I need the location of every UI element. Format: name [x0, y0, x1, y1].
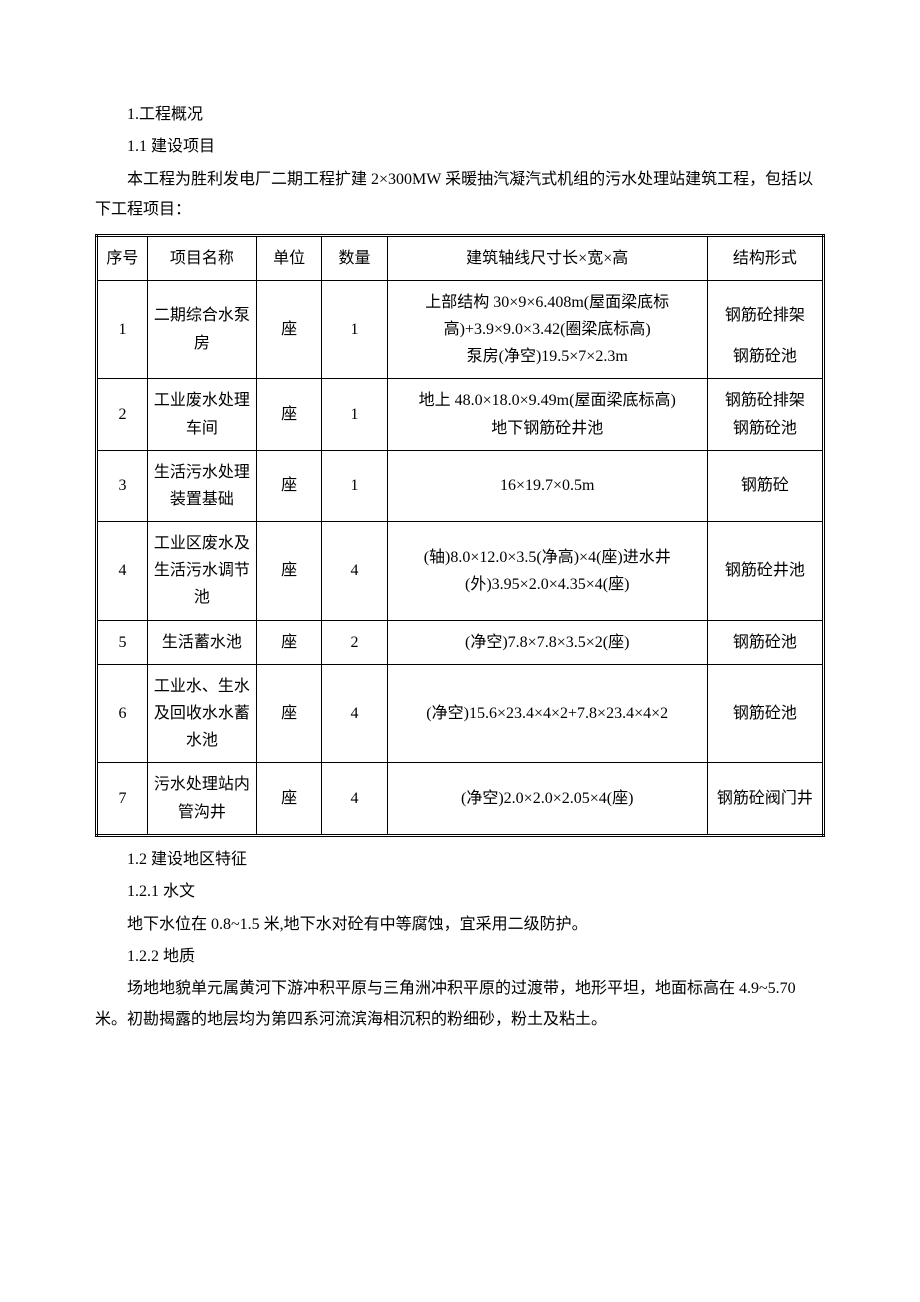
cell-struct-a: 钢筋砼排架	[707, 379, 823, 415]
cell-struct-a: 钢筋砼排架	[707, 280, 823, 343]
paragraph-intro: 本工程为胜利发电厂二期工程扩建 2×300MW 采暖抽汽凝汽式机组的污水处理站建…	[95, 165, 825, 226]
cell-dims-b: 地下钢筋砼井池	[387, 415, 707, 451]
cell-struct: 钢筋砼阀门井	[707, 763, 823, 835]
cell-seq: 5	[97, 620, 148, 664]
heading-1-2-1: 1.2.1 水文	[95, 877, 825, 907]
th-unit: 单位	[256, 235, 321, 280]
table-row: 6 工业水、生水及回收水水蓄水池 座 4 (净空)15.6×23.4×4×2+7…	[97, 664, 824, 763]
cell-qty: 4	[322, 763, 387, 835]
th-qty: 数量	[322, 235, 387, 280]
cell-seq: 3	[97, 450, 148, 521]
cell-seq: 1	[97, 280, 148, 379]
th-dims: 建筑轴线尺寸长×宽×高	[387, 235, 707, 280]
cell-unit: 座	[256, 379, 321, 450]
cell-dims: (净空)2.0×2.0×2.05×4(座)	[387, 763, 707, 835]
cell-seq: 7	[97, 763, 148, 835]
cell-dims-b: 泵房(净空)19.5×7×2.3m	[387, 343, 707, 379]
cell-unit: 座	[256, 522, 321, 621]
cell-dims-a: 地上 48.0×18.0×9.49m(屋面梁底标高)	[387, 379, 707, 415]
cell-qty: 2	[322, 620, 387, 664]
cell-qty: 4	[322, 522, 387, 621]
paragraph-hydro: 地下水位在 0.8~1.5 米,地下水对砼有中等腐蚀，宜采用二级防护。	[95, 910, 825, 940]
heading-1: 1.工程概况	[95, 100, 825, 130]
cell-unit: 座	[256, 763, 321, 835]
cell-qty: 1	[322, 450, 387, 521]
th-struct: 结构形式	[707, 235, 823, 280]
cell-struct: 钢筋砼井池	[707, 522, 823, 621]
cell-name: 工业废水处理车间	[147, 379, 256, 450]
cell-seq: 2	[97, 379, 148, 450]
cell-name: 污水处理站内管沟井	[147, 763, 256, 835]
cell-unit: 座	[256, 450, 321, 521]
cell-dims: (轴)8.0×12.0×3.5(净高)×4(座)进水井 (外)3.95×2.0×…	[387, 522, 707, 621]
cell-dims: (净空)15.6×23.4×4×2+7.8×23.4×4×2	[387, 664, 707, 763]
cell-name: 生活蓄水池	[147, 620, 256, 664]
cell-qty: 1	[322, 379, 387, 450]
cell-struct-b: 钢筋砼池	[707, 343, 823, 379]
cell-struct: 钢筋砼池	[707, 620, 823, 664]
table-row: 4 工业区废水及生活污水调节池 座 4 (轴)8.0×12.0×3.5(净高)×…	[97, 522, 824, 621]
cell-qty: 4	[322, 664, 387, 763]
cell-name: 工业区废水及生活污水调节池	[147, 522, 256, 621]
cell-struct: 钢筋砼池	[707, 664, 823, 763]
cell-name: 工业水、生水及回收水水蓄水池	[147, 664, 256, 763]
cell-dims: 16×19.7×0.5m	[387, 450, 707, 521]
paragraph-geo: 场地地貌单元属黄河下游冲积平原与三角洲冲积平原的过渡带，地形平坦，地面标高在 4…	[95, 974, 825, 1035]
table-row: 5 生活蓄水池 座 2 (净空)7.8×7.8×3.5×2(座) 钢筋砼池	[97, 620, 824, 664]
cell-struct: 钢筋砼	[707, 450, 823, 521]
cell-unit: 座	[256, 620, 321, 664]
cell-name: 二期综合水泵房	[147, 280, 256, 379]
cell-seq: 6	[97, 664, 148, 763]
table-row: 1 二期综合水泵房 座 1 上部结构 30×9×6.408m(屋面梁底标高)+3…	[97, 280, 824, 343]
cell-unit: 座	[256, 664, 321, 763]
cell-qty: 1	[322, 280, 387, 379]
heading-1-1: 1.1 建设项目	[95, 132, 825, 162]
table-row: 2 工业废水处理车间 座 1 地上 48.0×18.0×9.49m(屋面梁底标高…	[97, 379, 824, 415]
cell-name: 生活污水处理装置基础	[147, 450, 256, 521]
table-row: 7 污水处理站内管沟井 座 4 (净空)2.0×2.0×2.05×4(座) 钢筋…	[97, 763, 824, 835]
table-header-row: 序号 项目名称 单位 数量 建筑轴线尺寸长×宽×高 结构形式	[97, 235, 824, 280]
cell-dims: (净空)7.8×7.8×3.5×2(座)	[387, 620, 707, 664]
cell-unit: 座	[256, 280, 321, 379]
heading-1-2: 1.2 建设地区特征	[95, 845, 825, 875]
table-row: 3 生活污水处理装置基础 座 1 16×19.7×0.5m 钢筋砼	[97, 450, 824, 521]
th-name: 项目名称	[147, 235, 256, 280]
projects-table: 序号 项目名称 单位 数量 建筑轴线尺寸长×宽×高 结构形式 1 二期综合水泵房…	[95, 234, 825, 837]
cell-seq: 4	[97, 522, 148, 621]
cell-struct-b: 钢筋砼池	[707, 415, 823, 451]
th-seq: 序号	[97, 235, 148, 280]
heading-1-2-2: 1.2.2 地质	[95, 942, 825, 972]
cell-dims-a: 上部结构 30×9×6.408m(屋面梁底标高)+3.9×9.0×3.42(圈梁…	[387, 280, 707, 343]
